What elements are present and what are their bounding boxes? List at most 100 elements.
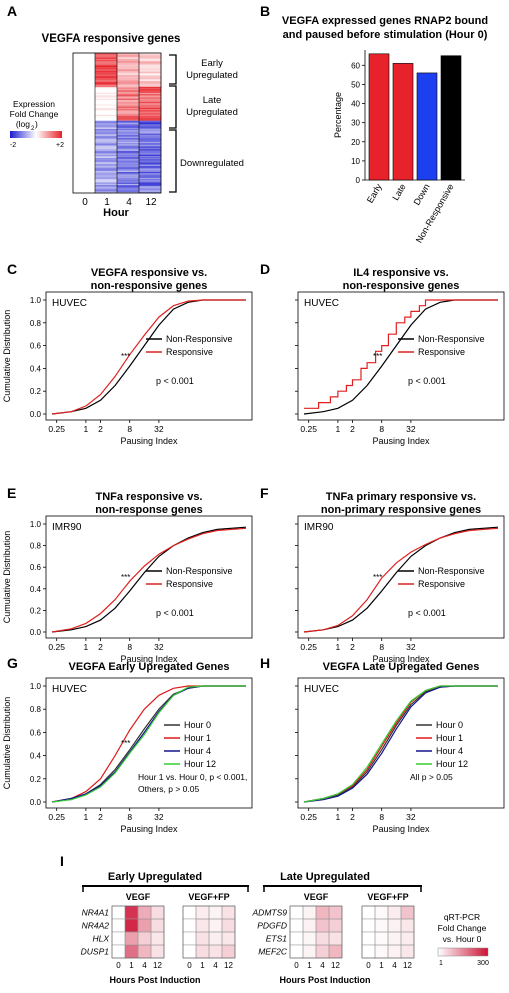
- y-tick-label: 0.4: [30, 364, 42, 373]
- heatmap-cell: [124, 918, 139, 933]
- heatmap-cell: [95, 168, 117, 170]
- heatmap-cell: [139, 61, 161, 63]
- heatmap-cell: [95, 60, 117, 62]
- heatmap-cell: [117, 163, 139, 166]
- heatmap-cell: [95, 81, 117, 83]
- qrtpcr-legend-max: 300: [477, 960, 489, 967]
- heatmap-cell: [95, 86, 117, 89]
- heatmap-cell: [95, 152, 117, 154]
- heatmap-cell: [139, 109, 161, 111]
- heatmap-cell: [117, 121, 139, 124]
- heatmap-cell: [139, 58, 161, 61]
- heatmap-cell: [289, 918, 304, 933]
- heatmap-cell: [139, 78, 161, 81]
- heatmap-cell: [95, 92, 117, 95]
- plot-frame: [45, 515, 253, 639]
- heatmap-cell: [139, 120, 161, 123]
- group-bracket: [169, 129, 177, 193]
- heatmap-cell: [117, 53, 139, 55]
- panel-b-title-line-2: and paused before stimulation (Hour 0): [283, 29, 488, 41]
- legend-label: Hour 1: [436, 733, 463, 743]
- heatmap-cell: [139, 99, 161, 102]
- heatmap-cell: [139, 137, 161, 139]
- heatmap-cell: [117, 96, 139, 98]
- heatmap-cell: [117, 181, 139, 183]
- heatmap-cell: [139, 57, 161, 60]
- heatmap-cell: [195, 944, 210, 959]
- heatmap-cell: [315, 944, 330, 959]
- heatmap-cell: [95, 95, 117, 97]
- heatmap-cell: [182, 905, 197, 920]
- heatmap-cell: [95, 175, 117, 177]
- heatmap-cell: [117, 187, 139, 189]
- heatmap-cell: [117, 135, 139, 138]
- heatmap-cell: [139, 148, 161, 151]
- heatmap-cell: [117, 172, 139, 174]
- legend-label: Responsive: [166, 347, 213, 357]
- heatmap-cell: [139, 128, 161, 131]
- group-bracket: [169, 85, 177, 129]
- hour-tick-label: 4: [126, 197, 132, 208]
- heatmap-cell: [117, 132, 139, 134]
- heatmap-cell: [117, 149, 139, 152]
- cell-line-label: HUVEC: [52, 684, 87, 695]
- heatmap-cell: [289, 931, 304, 946]
- series-line: [51, 526, 247, 633]
- heatmap-cell: [95, 170, 117, 173]
- significance-stars: ***: [373, 352, 382, 361]
- heatmap-cell: [139, 141, 161, 144]
- heatmap-cell: [139, 152, 161, 154]
- legend-label: Responsive: [166, 579, 213, 589]
- heatmap-cell: [124, 931, 139, 946]
- heatmap-cell: [95, 141, 117, 144]
- heatmap-cell: [150, 918, 165, 933]
- qrtpcr-legend-line-1: qRT-PCR: [444, 912, 480, 922]
- heatmap-cell: [95, 78, 117, 81]
- heatmap-cell: [95, 79, 117, 82]
- heatmap-cell: [139, 64, 161, 67]
- x-tick-label: 32: [406, 642, 416, 652]
- heatmap-cell: [139, 161, 161, 163]
- panel-letter: C: [7, 261, 17, 277]
- heatmap-cell: [328, 918, 343, 933]
- heatmap-cell: [111, 905, 126, 920]
- heatmap-cell: [139, 131, 161, 133]
- x-axis-label: Pausing Index: [372, 436, 430, 446]
- x-tick-label: 8: [379, 642, 384, 652]
- heatmap-cell: [95, 127, 117, 130]
- condition-label: VEGF+FP: [188, 892, 229, 902]
- heatmap-cell: [117, 147, 139, 149]
- heatmap-cell: [117, 177, 139, 180]
- x-axis-label: Pausing Index: [372, 654, 430, 664]
- heatmap-cell: [124, 944, 139, 959]
- hour-tick-label: 1: [129, 961, 134, 970]
- panel-letter: G: [7, 655, 18, 671]
- x-tick-label: 2: [350, 812, 355, 822]
- legend-line-3: (log: [16, 119, 30, 129]
- heatmap-cell: [117, 105, 139, 107]
- heatmap-cell: [95, 173, 117, 175]
- heatmap-cell: [95, 71, 117, 74]
- heatmap-cell: [117, 151, 139, 153]
- heatmap-cell: [195, 918, 210, 933]
- heatmap-frame: [182, 905, 236, 959]
- x-tick-label: 2: [98, 424, 103, 434]
- late-header: Late Upregulated: [280, 871, 370, 883]
- heatmap-cell: [95, 161, 117, 163]
- y-axis-label: Cumulative Distribution: [2, 310, 12, 403]
- heatmap-cell: [117, 95, 139, 97]
- heatmap-cell: [139, 69, 161, 71]
- legend-label: Non-Responsive: [166, 334, 233, 344]
- heatmap-cell: [139, 177, 161, 180]
- heatmap-cell: [139, 68, 161, 70]
- heatmap-cell: [95, 162, 117, 165]
- legend-label: Responsive: [418, 347, 465, 357]
- heatmap-cell: [117, 79, 139, 82]
- heatmap-cell: [117, 168, 139, 170]
- heatmap-cell: [117, 100, 139, 103]
- heatmap-cell: [117, 156, 139, 159]
- plot-frame: [297, 515, 505, 639]
- cell-line-label: IMR90: [304, 522, 334, 533]
- heatmap-cell: [95, 70, 117, 72]
- heatmap-cell: [95, 156, 117, 159]
